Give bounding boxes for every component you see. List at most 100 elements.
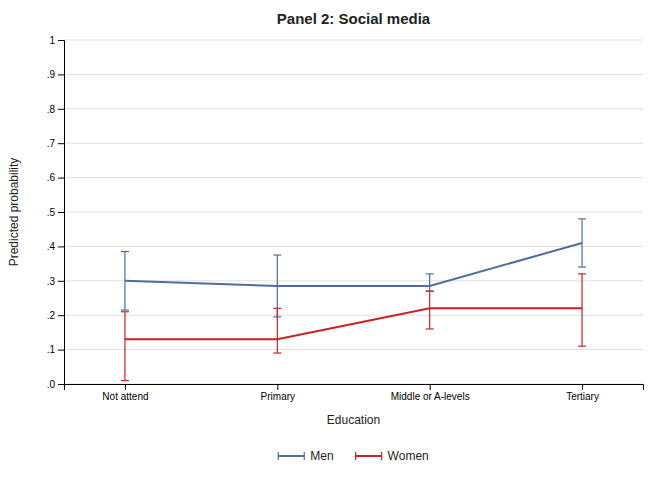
error-bar-cap: [121, 380, 129, 381]
y-tick-mark: [58, 315, 64, 316]
error-bar-cap: [426, 291, 434, 292]
error-bar-cap: [273, 308, 281, 309]
error-bar-stem: [277, 255, 278, 317]
y-tick-label: .5: [47, 207, 56, 218]
error-bar-cap: [426, 328, 434, 329]
y-tick: .6: [47, 172, 64, 183]
x-tick-label: Tertiary: [566, 391, 599, 402]
y-tick-label: .1: [47, 344, 56, 355]
series: [121, 274, 586, 381]
error-bar: [426, 274, 434, 291]
y-tick-label: .8: [47, 104, 56, 115]
legend-label: Women: [388, 449, 429, 463]
series-line: [125, 243, 582, 286]
error-bar-cap: [121, 251, 129, 252]
x-axis-line: [65, 385, 644, 391]
x-axis: Not attend Primary Middle or A-levels Terti…: [65, 384, 644, 402]
y-tick-mark: [58, 74, 64, 75]
legend-swatch: [356, 455, 382, 457]
y-tick-label: 1: [49, 35, 55, 46]
chart: .0.1.2.3.4.5.6.7.8.91Not attendPrimaryMi…: [0, 0, 667, 484]
error-bar-cap: [273, 254, 281, 255]
y-tick-mark: [58, 246, 64, 247]
y-tick: .0: [47, 379, 64, 390]
error-bar-stem: [124, 312, 125, 381]
y-tick-mark: [58, 281, 64, 282]
y-axis: .0.1.2.3.4.5.6.7.8.91: [47, 35, 65, 390]
x-tick-label: Middle or A-levels: [391, 391, 470, 402]
y-tick-label: .3: [47, 276, 56, 287]
error-bar-stem: [429, 274, 430, 291]
y-tick-mark: [58, 212, 64, 213]
y-tick-mark: [58, 384, 64, 385]
grid-line: [64, 143, 643, 144]
legend-swatch-cap: [355, 452, 356, 460]
error-bar-stem: [581, 274, 582, 346]
grid-line: [64, 74, 643, 75]
error-bar-cap: [578, 218, 586, 219]
legend: Men Women: [278, 449, 428, 463]
y-tick: .1: [47, 344, 64, 355]
error-bar-stem: [277, 308, 278, 353]
error-bar: [121, 252, 129, 310]
grid-line: [64, 315, 643, 316]
y-tick-mark: [58, 40, 64, 41]
y-tick-label: .4: [47, 241, 56, 252]
x-axis-title: Education: [327, 413, 380, 427]
marks: [121, 219, 586, 381]
legend-item: Women: [356, 449, 429, 463]
grid-line: [64, 246, 643, 247]
error-bar-cap: [426, 291, 434, 292]
y-tick-mark: [58, 143, 64, 144]
error-bar-cap: [578, 273, 586, 274]
error-bar: [121, 312, 129, 381]
error-bar: [426, 291, 434, 329]
x-tick-label: Not attend: [102, 391, 148, 402]
error-bar-cap: [578, 346, 586, 347]
error-bar-cap: [273, 352, 281, 353]
error-bar: [578, 274, 586, 346]
y-axis-title: Predicted probability: [7, 158, 21, 267]
x-tick-mark: [125, 384, 126, 390]
legend-swatch: [278, 455, 304, 457]
y-tick-label: .7: [47, 138, 56, 149]
legend-label: Men: [310, 449, 333, 463]
legend-item: Men: [278, 449, 333, 463]
y-tick: .4: [47, 241, 64, 252]
grid-line: [64, 349, 643, 350]
title: Panel 2: Social media: [277, 10, 431, 27]
error-bar-stem: [124, 252, 125, 310]
legend-swatch-cap: [304, 452, 305, 460]
y-tick: .5: [47, 207, 64, 218]
y-tick-label: .6: [47, 172, 56, 183]
plot: .0.1.2.3.4.5.6.7.8.91Not attendPrimaryMi…: [47, 35, 644, 402]
error-bar: [273, 308, 281, 353]
y-tick: .7: [47, 138, 64, 149]
y-tick-label: .2: [47, 310, 56, 321]
y-tick: 1: [49, 35, 64, 46]
series-line: [125, 308, 582, 339]
y-tick-label: .0: [47, 379, 56, 390]
x-tick-label: Primary: [261, 391, 295, 402]
error-bar-stem: [581, 219, 582, 267]
x-tick-mark: [430, 384, 431, 390]
grid: [64, 40, 643, 384]
error-bar-cap: [121, 311, 129, 312]
y-tick: .3: [47, 276, 64, 287]
y-tick-mark: [58, 350, 64, 351]
y-tick: .8: [47, 104, 64, 115]
x-tick: Primary: [261, 384, 295, 402]
error-bar-cap: [578, 266, 586, 267]
x-tick-mark: [582, 384, 583, 390]
grid-line: [64, 177, 643, 178]
series: [121, 219, 586, 317]
error-bar-cap: [426, 273, 434, 274]
y-tick-mark: [58, 178, 64, 179]
y-tick: .2: [47, 310, 64, 321]
x-tick: Middle or A-levels: [391, 384, 470, 402]
error-bar: [578, 219, 586, 267]
y-tick-mark: [58, 109, 64, 110]
x-tick: Tertiary: [566, 384, 599, 402]
grid-line: [64, 212, 643, 213]
error-bar-stem: [429, 291, 430, 329]
